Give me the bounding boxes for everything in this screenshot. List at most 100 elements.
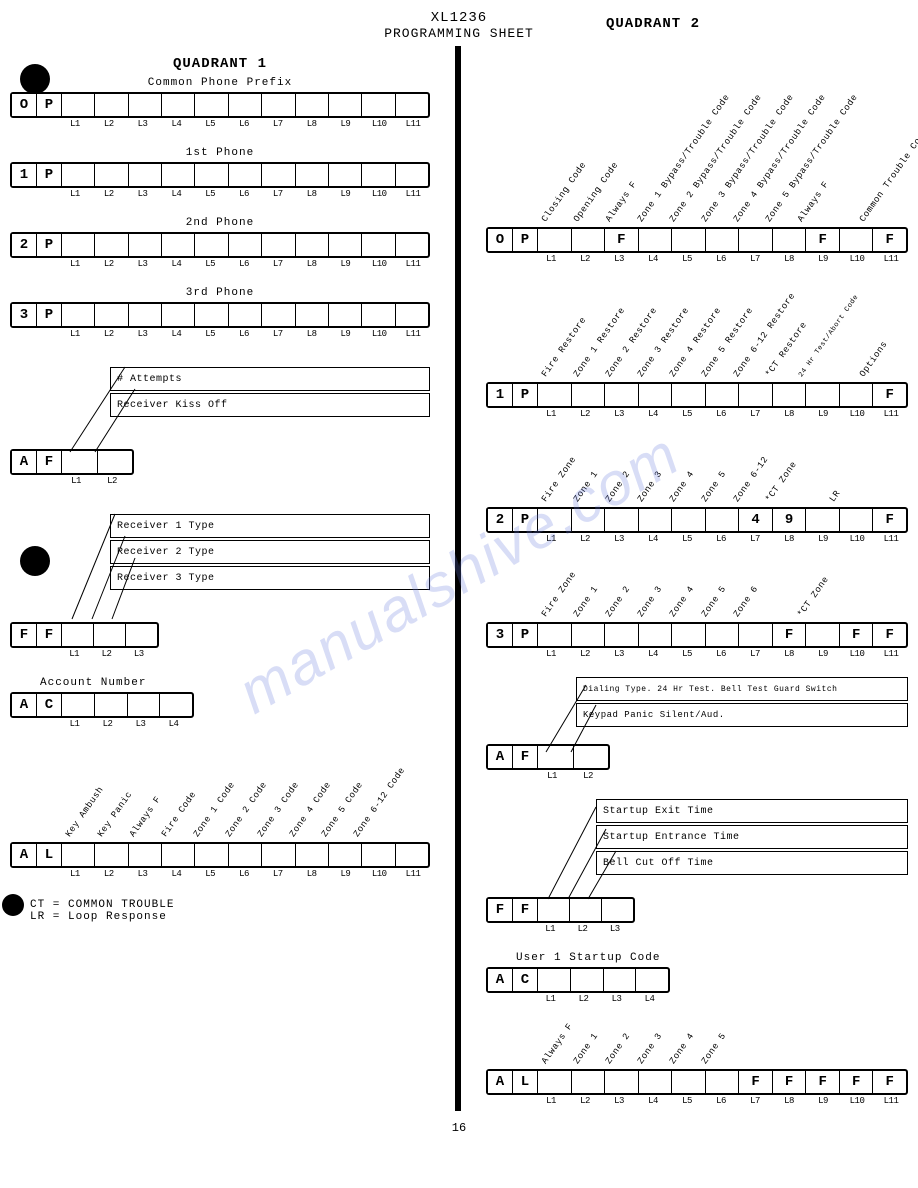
cell [672, 384, 706, 406]
l-label: L3 [602, 649, 636, 659]
cell [672, 229, 706, 251]
cell [604, 969, 637, 991]
l-label: L1 [534, 771, 570, 781]
l-label: L7 [261, 189, 295, 199]
cell [296, 94, 329, 116]
cell [160, 694, 192, 716]
l-label: L10 [840, 534, 874, 544]
l-label: L2 [92, 869, 126, 879]
row-2nd-phone: 2nd Phone 2 P L1L2L3L4L5L6L7L8L9L10L11 [10, 217, 430, 269]
cell [706, 229, 740, 251]
cell [296, 844, 329, 866]
cell [94, 624, 126, 646]
cell [706, 624, 740, 646]
cell [195, 304, 228, 326]
l-label: L3 [124, 719, 157, 729]
l-label: L8 [772, 649, 806, 659]
cell [773, 384, 807, 406]
cell [62, 844, 95, 866]
diag-label: Zone 2 [604, 1031, 632, 1066]
cell-head: F [12, 624, 37, 646]
cell [162, 94, 195, 116]
l-label: L7 [261, 119, 295, 129]
l-label: L4 [636, 649, 670, 659]
l-label: L10 [362, 869, 396, 879]
l-label: L6 [227, 189, 261, 199]
l-label: L5 [670, 534, 704, 544]
quadrant-1-column: QUADRANT 1 Common Phone Prefix O P L1L2L… [10, 46, 430, 1111]
l-label: L10 [362, 329, 396, 339]
cell-head: P [513, 509, 538, 531]
l-label: L10 [362, 119, 396, 129]
l-label: L4 [636, 1096, 670, 1106]
user1-section: User 1 Startup Code A C L1L2L3L4 [486, 952, 908, 1004]
cell [672, 509, 706, 531]
cell [195, 844, 228, 866]
l-label: L3 [602, 254, 636, 264]
l-label: L1 [58, 189, 92, 199]
cell [95, 234, 128, 256]
row-1st-phone: 1st Phone 1 P L1L2L3L4L5L6L7L8L9L10L11 [10, 147, 430, 199]
diag-label: Zone 6-12 Code [352, 766, 408, 839]
callout-panic: Keypad Panic Silent/Aud. [576, 703, 908, 727]
diag-label: Always F [128, 795, 163, 839]
cell-head: F [513, 899, 538, 921]
l-label: L3 [126, 329, 160, 339]
l-label: L9 [806, 534, 840, 544]
diag-label: *CT Zone [796, 575, 831, 619]
callout-receiver1: Receiver 1 Type [110, 514, 430, 538]
cell-head: 1 [488, 384, 513, 406]
row-title: Common Phone Prefix [10, 77, 430, 89]
bullet-dot [2, 894, 24, 916]
cell-head: L [37, 844, 62, 866]
cell [739, 229, 773, 251]
cell [396, 304, 428, 326]
cell [806, 384, 840, 406]
cell [162, 844, 195, 866]
cell [98, 451, 133, 473]
row-title: 3rd Phone [10, 287, 430, 299]
cell: 9 [773, 509, 807, 531]
l-label: L4 [633, 994, 666, 1004]
q2-op-section: Closing Code Opening Code Always F Zone … [486, 37, 908, 264]
cell [229, 304, 262, 326]
cell [62, 164, 95, 186]
quadrant-2-label: QUADRANT 2 [606, 16, 908, 32]
cell [262, 304, 295, 326]
cell [162, 304, 195, 326]
l-label: L3 [126, 189, 160, 199]
l-label: L8 [772, 534, 806, 544]
cell [62, 94, 95, 116]
cell: 4 [739, 509, 773, 531]
diag-label: Zone 4 [668, 1031, 696, 1066]
footnote-lr: LR = Loop Response [30, 911, 430, 923]
cell [605, 1071, 639, 1093]
cell [538, 1071, 572, 1093]
diag-label: Zone 1 [572, 1031, 600, 1066]
l-label: L3 [123, 649, 155, 659]
cell-head: A [12, 694, 37, 716]
l-label: L2 [92, 259, 126, 269]
cell [639, 1071, 673, 1093]
cell: F [873, 229, 906, 251]
cell [162, 164, 195, 186]
cell [639, 509, 673, 531]
l-label: L11 [396, 869, 430, 879]
cell [362, 844, 395, 866]
row-title: Account Number [40, 677, 430, 689]
cell-head: P [37, 234, 62, 256]
ff-section: Receiver 1 Type Receiver 2 Type Receiver… [10, 504, 430, 659]
diag-label: Zone 6 [732, 584, 760, 619]
diag-label: Zone 5 [700, 1031, 728, 1066]
cell [538, 384, 572, 406]
l-label: L3 [602, 1096, 636, 1106]
cell [362, 304, 395, 326]
cell [62, 451, 98, 473]
q2-2p-section: Fire Zone Zone 1 Zone 2 Zone 3 Zone 4 Zo… [486, 437, 908, 544]
cell [362, 164, 395, 186]
row-title: 2nd Phone [10, 217, 430, 229]
row-3rd-phone: 3rd Phone 3 P L1L2L3L4L5L6L7L8L9L10L11 [10, 287, 430, 339]
cell [62, 304, 95, 326]
l-label: L8 [772, 254, 806, 264]
l-label: L8 [295, 329, 329, 339]
